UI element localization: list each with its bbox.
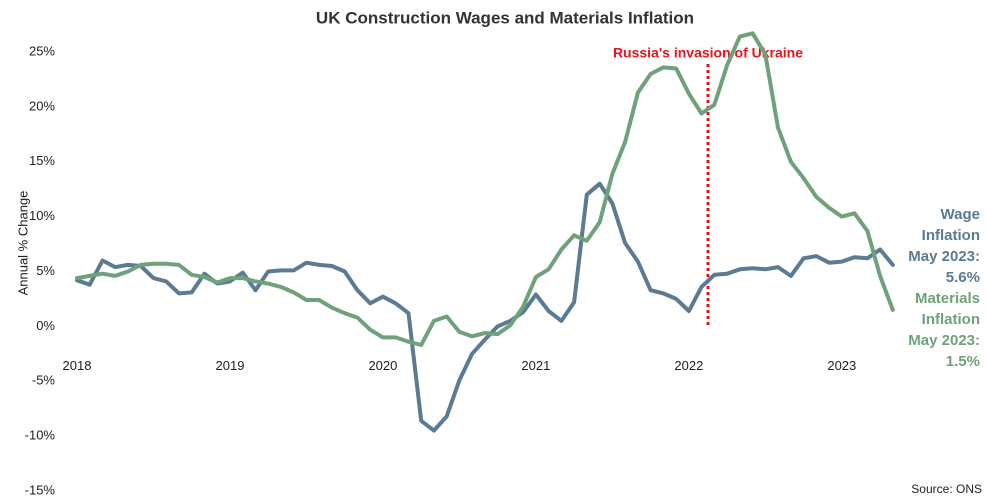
end-label: Wage [941,206,980,223]
y-tick-label: 10% [29,208,55,223]
end-label: Inflation [922,227,980,244]
chart-title: UK Construction Wages and Materials Infl… [316,8,694,27]
source: Source: ONS [911,482,982,496]
end-label: Materials [915,290,980,307]
end-label: 5.6% [946,269,980,286]
event-label: Russia's invasion of Ukraine [613,45,803,61]
y-tick-label: 25% [29,43,55,58]
x-tick-label: 2020 [368,358,397,373]
series-line [75,31,895,347]
end-label: May 2023: [908,332,980,349]
y-tick-label: -5% [32,373,56,388]
series-line [75,181,895,433]
y-tick-label: 20% [29,98,55,113]
x-tick-label: 2021 [521,358,550,373]
y-tick-label: 15% [29,153,55,168]
end-label: 1.5% [946,353,980,370]
y-axis-label: Annual % Change [15,191,30,296]
x-tick-label: 2022 [674,358,703,373]
x-tick-label: 2023 [827,358,856,373]
y-tick-label: -15% [25,482,56,497]
end-label: Inflation [922,311,980,328]
x-tick-label: 2019 [216,358,245,373]
x-tick-label: 2018 [63,358,92,373]
y-tick-label: -10% [25,428,56,443]
end-label: May 2023: [908,248,980,265]
y-tick-label: 0% [36,318,55,333]
y-tick-label: 5% [36,263,55,278]
